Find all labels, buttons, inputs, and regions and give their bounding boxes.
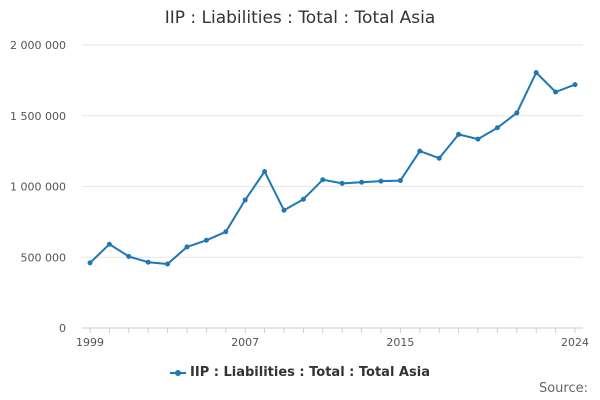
y-tick-label: 1 000 000 <box>10 181 66 194</box>
x-tick-label: 2007 <box>231 336 259 349</box>
legend[interactable]: IIP : Liabilities : Total : Total Asia <box>0 365 600 380</box>
series-layer <box>87 70 578 267</box>
data-point[interactable] <box>106 241 112 247</box>
source-label: Source: <box>538 381 588 396</box>
data-point[interactable] <box>203 237 209 243</box>
data-point[interactable] <box>320 177 326 183</box>
y-tick-label: 2 000 000 <box>10 39 66 52</box>
y-tick-label: 0 <box>59 322 66 335</box>
data-point[interactable] <box>223 229 229 235</box>
data-point[interactable] <box>126 254 132 260</box>
chart-title: IIP : Liabilities : Total : Total Asia <box>164 8 436 28</box>
data-point[interactable] <box>262 169 268 175</box>
data-point[interactable] <box>494 125 500 131</box>
data-point[interactable] <box>456 131 462 137</box>
data-point[interactable] <box>242 197 248 203</box>
data-point[interactable] <box>475 136 481 142</box>
data-point[interactable] <box>165 261 171 267</box>
data-point[interactable] <box>553 89 559 95</box>
data-point[interactable] <box>572 82 578 88</box>
data-point[interactable] <box>378 178 384 184</box>
legend-swatch <box>170 368 187 378</box>
data-point[interactable] <box>436 155 442 161</box>
data-point[interactable] <box>359 179 365 185</box>
x-tick-label: 1999 <box>76 336 104 349</box>
data-point[interactable] <box>300 196 306 202</box>
data-point[interactable] <box>184 244 190 250</box>
y-axis: 0 500 000 1 000 000 1 500 000 2 000 000 <box>10 39 66 335</box>
gridlines <box>82 44 583 329</box>
x-tick-label: 2015 <box>386 336 414 349</box>
data-point[interactable] <box>397 178 403 184</box>
data-point[interactable] <box>339 180 345 186</box>
data-point[interactable] <box>514 110 520 116</box>
data-point[interactable] <box>417 148 423 154</box>
x-tick-label: 2024 <box>561 336 589 349</box>
data-point[interactable] <box>145 259 151 265</box>
series-line[interactable] <box>89 71 576 265</box>
data-point[interactable] <box>281 207 287 213</box>
y-tick-label: 500 000 <box>21 251 67 264</box>
data-point[interactable] <box>533 70 539 76</box>
x-axis: 1999 2007 2015 2024 <box>76 327 589 349</box>
data-point[interactable] <box>87 260 93 266</box>
y-tick-label: 1 500 000 <box>10 110 66 123</box>
legend-label: IIP : Liabilities : Total : Total Asia <box>190 365 430 380</box>
